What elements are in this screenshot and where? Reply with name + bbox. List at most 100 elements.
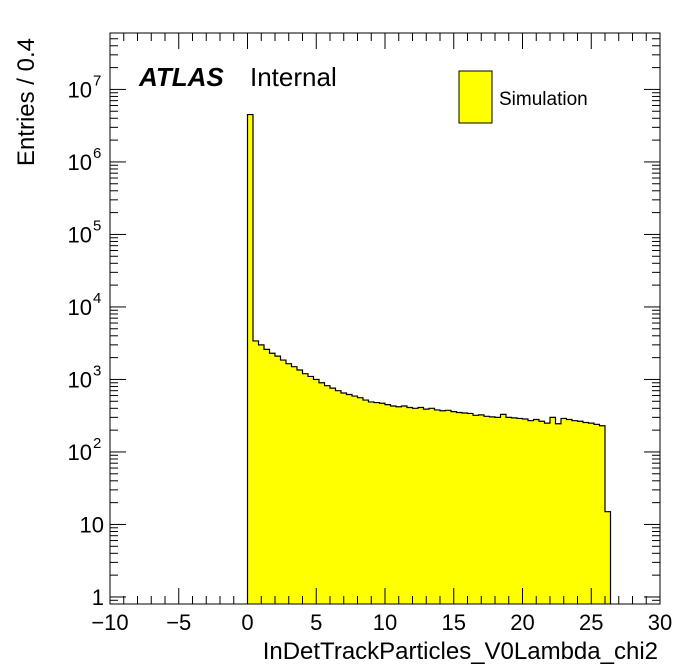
histogram-bar [577,421,583,604]
histogram-bars [246,113,612,605]
histogram-bar [368,401,374,604]
histogram-bar [396,406,402,604]
x-tick-label: 0 [241,610,253,635]
histogram-bar [462,412,468,604]
histogram-bar [599,425,605,604]
histogram-bar [533,419,539,604]
histogram-bar [467,413,473,604]
histogram-bar [550,417,556,604]
histogram-bar [412,408,418,604]
legend-swatch [458,70,493,124]
histogram-bar [561,418,567,604]
histogram-bar [280,360,286,604]
histogram-bar [489,416,495,604]
x-tick-label: 30 [648,610,672,635]
x-axis-title: InDetTrackParticles_V0Lambda_chi2 [263,638,658,665]
histogram-bar [341,393,347,604]
histogram-bar [511,417,517,604]
histogram-bar [506,417,512,604]
histogram-bar [495,417,501,604]
histogram-outline [246,113,612,604]
histogram-bar [572,420,578,604]
histogram-bar [253,340,259,604]
histogram-bar [434,409,440,604]
histogram-bar [297,370,303,604]
legend-entry-simulation: Simulation [499,89,588,110]
histogram-bar [346,394,352,604]
histogram-bar [264,349,270,604]
y-tick-exponent: 2 [93,435,101,452]
y-tick-label: 10 [68,440,92,465]
histogram-bar [544,423,550,604]
histogram-bar [528,420,534,604]
y-tick-exponent: 3 [93,362,101,379]
histogram-bar [440,410,446,604]
x-tick-label: 10 [373,610,397,635]
y-tick-label: 10 [68,77,92,102]
histogram-bar [313,379,319,604]
y-tick-exponent: 5 [93,217,101,234]
histogram-bar [500,414,506,604]
histogram-bar [583,422,589,604]
histogram-bar [247,114,253,605]
histogram-bar [473,415,479,604]
histogram-bar [401,406,407,604]
x-tick-label: 5 [310,610,322,635]
y-tick-exponent: 4 [93,290,101,307]
histogram-bar [379,403,385,604]
histogram-bar [588,423,594,604]
y-tick-label: 10 [68,222,92,247]
y-tick-label: 10 [68,367,92,392]
histogram-bar [594,424,600,604]
histogram-bar [522,418,528,604]
x-tick-label: 15 [442,610,466,635]
histogram-bar [390,406,396,604]
histogram-bar [566,419,572,604]
histogram-bar [478,414,484,604]
histogram-bar [385,404,391,604]
histogram-bar [258,344,264,604]
histogram-bar [363,400,369,604]
histogram-bar [484,416,490,604]
histogram-bar [291,366,297,604]
histogram-bar [429,408,435,604]
histogram-bar [374,402,380,604]
y-tick-label: 1 [92,585,104,610]
histogram-bar [275,356,281,604]
histogram-bar [319,382,325,604]
histogram-bar [456,412,462,604]
x-tick-label: 20 [510,610,534,635]
histogram-bar [308,376,314,604]
y-tick-label: 10 [68,150,92,175]
histogram-bar [445,410,451,604]
x-tick-label: −10 [91,610,128,635]
histogram-bar [286,363,292,604]
y-tick-label: 10 [68,295,92,320]
x-tick-label: −5 [166,610,191,635]
y-axis-title: Entries / 0.4 [13,38,40,166]
histogram-bar [407,407,413,604]
histogram-bar [269,353,275,604]
plot-frame [109,32,661,605]
y-tick-exponent: 6 [93,145,101,162]
histogram-bar [539,421,545,604]
x-tick-labels: −10 −5 0 5 10 15 20 25 30 [91,610,672,635]
histogram-bar [451,411,457,604]
y-tick-label: 10 [80,512,104,537]
axis-ticks [109,32,661,605]
internal-label: Internal [250,62,337,92]
histogram-bar [605,511,611,604]
histogram-bar [335,390,341,604]
histogram-bar [423,409,429,604]
histogram-bar [330,388,336,604]
histogram-bar [357,397,363,604]
histogram-bar [302,373,308,604]
histogram-bar [324,385,330,604]
atlas-label: ATLAS [138,62,224,92]
histogram-bar [352,396,358,604]
histogram-bar [418,407,424,604]
y-tick-exponent: 7 [93,72,101,89]
histogram-bar [517,418,523,604]
